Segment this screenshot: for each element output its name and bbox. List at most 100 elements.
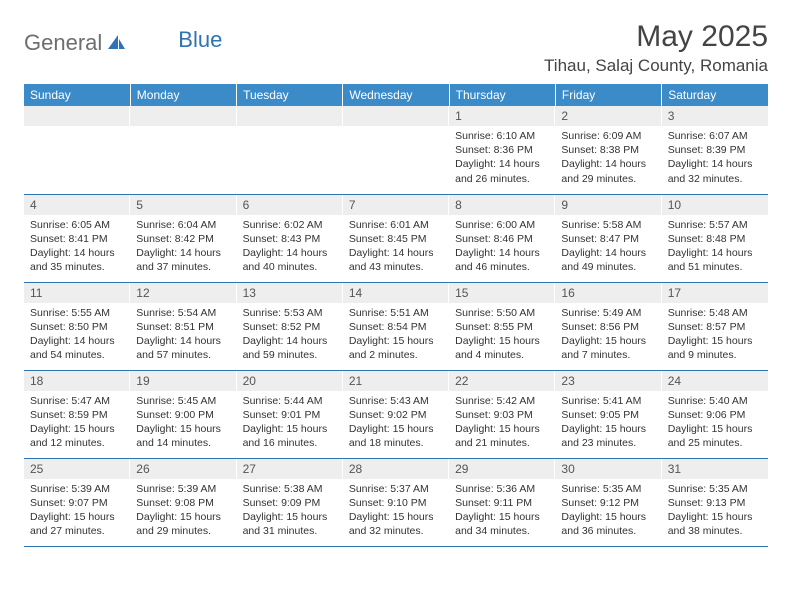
sunset-text: Sunset: 8:57 PM xyxy=(668,320,762,334)
daylight-text: Daylight: 15 hours and 21 minutes. xyxy=(455,422,549,450)
day-details: Sunrise: 6:02 AMSunset: 8:43 PMDaylight:… xyxy=(237,215,343,280)
day-number: 28 xyxy=(343,459,449,479)
sunrise-text: Sunrise: 6:09 AM xyxy=(561,129,655,143)
sunset-text: Sunset: 9:03 PM xyxy=(455,408,549,422)
daylight-text: Daylight: 14 hours and 40 minutes. xyxy=(243,246,337,274)
sunset-text: Sunset: 8:47 PM xyxy=(561,232,655,246)
daylight-text: Daylight: 15 hours and 38 minutes. xyxy=(668,510,762,538)
day-details: Sunrise: 6:07 AMSunset: 8:39 PMDaylight:… xyxy=(662,126,768,191)
day-number: 22 xyxy=(449,371,555,391)
sunrise-text: Sunrise: 5:41 AM xyxy=(561,394,655,408)
sunrise-text: Sunrise: 5:44 AM xyxy=(243,394,337,408)
calendar-day-cell: 7Sunrise: 6:01 AMSunset: 8:45 PMDaylight… xyxy=(343,194,449,282)
daylight-text: Daylight: 14 hours and 57 minutes. xyxy=(136,334,230,362)
day-number: 27 xyxy=(237,459,343,479)
sunset-text: Sunset: 9:09 PM xyxy=(243,496,337,510)
day-details: Sunrise: 5:49 AMSunset: 8:56 PMDaylight:… xyxy=(555,303,661,368)
daylight-text: Daylight: 15 hours and 4 minutes. xyxy=(455,334,549,362)
sunrise-text: Sunrise: 6:04 AM xyxy=(136,218,230,232)
calendar-day-cell: 6Sunrise: 6:02 AMSunset: 8:43 PMDaylight… xyxy=(237,194,343,282)
sunset-text: Sunset: 9:06 PM xyxy=(668,408,762,422)
weekday-header: Wednesday xyxy=(343,84,449,106)
day-number: 30 xyxy=(555,459,661,479)
sunset-text: Sunset: 8:42 PM xyxy=(136,232,230,246)
sunrise-text: Sunrise: 5:39 AM xyxy=(30,482,124,496)
day-details: Sunrise: 6:09 AMSunset: 8:38 PMDaylight:… xyxy=(555,126,661,191)
calendar-day-cell: 12Sunrise: 5:54 AMSunset: 8:51 PMDayligh… xyxy=(130,282,236,370)
sunrise-text: Sunrise: 5:39 AM xyxy=(136,482,230,496)
calendar-day-cell: 25Sunrise: 5:39 AMSunset: 9:07 PMDayligh… xyxy=(24,458,130,546)
sunrise-text: Sunrise: 5:42 AM xyxy=(455,394,549,408)
calendar-day-cell: 4Sunrise: 6:05 AMSunset: 8:41 PMDaylight… xyxy=(24,194,130,282)
daylight-text: Daylight: 14 hours and 37 minutes. xyxy=(136,246,230,274)
calendar-day-cell: 31Sunrise: 5:35 AMSunset: 9:13 PMDayligh… xyxy=(662,458,768,546)
calendar-day-cell: 29Sunrise: 5:36 AMSunset: 9:11 PMDayligh… xyxy=(449,458,555,546)
daylight-text: Daylight: 15 hours and 29 minutes. xyxy=(136,510,230,538)
weekday-header: Monday xyxy=(130,84,236,106)
sunset-text: Sunset: 8:38 PM xyxy=(561,143,655,157)
calendar-day-cell: 14Sunrise: 5:51 AMSunset: 8:54 PMDayligh… xyxy=(343,282,449,370)
header: General Blue May 2025 Tihau, Salaj Count… xyxy=(24,20,768,76)
day-number: 5 xyxy=(130,195,236,215)
calendar-day-cell: 10Sunrise: 5:57 AMSunset: 8:48 PMDayligh… xyxy=(662,194,768,282)
calendar-day-cell: 13Sunrise: 5:53 AMSunset: 8:52 PMDayligh… xyxy=(237,282,343,370)
calendar-day-cell: 19Sunrise: 5:45 AMSunset: 9:00 PMDayligh… xyxy=(130,370,236,458)
day-number: 11 xyxy=(24,283,130,303)
calendar-day-cell: 11Sunrise: 5:55 AMSunset: 8:50 PMDayligh… xyxy=(24,282,130,370)
calendar-day-cell: 3Sunrise: 6:07 AMSunset: 8:39 PMDaylight… xyxy=(662,106,768,194)
sunrise-text: Sunrise: 5:38 AM xyxy=(243,482,337,496)
calendar-day-cell: 2Sunrise: 6:09 AMSunset: 8:38 PMDaylight… xyxy=(555,106,661,194)
day-details: Sunrise: 5:35 AMSunset: 9:13 PMDaylight:… xyxy=(662,479,768,544)
sunset-text: Sunset: 9:13 PM xyxy=(668,496,762,510)
day-details: Sunrise: 5:36 AMSunset: 9:11 PMDaylight:… xyxy=(449,479,555,544)
sunset-text: Sunset: 8:41 PM xyxy=(30,232,124,246)
day-details: Sunrise: 5:40 AMSunset: 9:06 PMDaylight:… xyxy=(662,391,768,456)
daylight-text: Daylight: 14 hours and 51 minutes. xyxy=(668,246,762,274)
calendar-week-row: 18Sunrise: 5:47 AMSunset: 8:59 PMDayligh… xyxy=(24,370,768,458)
day-number: 3 xyxy=(662,106,768,126)
day-number xyxy=(130,106,236,126)
day-number xyxy=(24,106,130,126)
daylight-text: Daylight: 14 hours and 59 minutes. xyxy=(243,334,337,362)
calendar-body: 1Sunrise: 6:10 AMSunset: 8:36 PMDaylight… xyxy=(24,106,768,546)
daylight-text: Daylight: 15 hours and 25 minutes. xyxy=(668,422,762,450)
day-number: 8 xyxy=(449,195,555,215)
sunset-text: Sunset: 8:43 PM xyxy=(243,232,337,246)
weekday-header: Tuesday xyxy=(237,84,343,106)
calendar-day-cell: 30Sunrise: 5:35 AMSunset: 9:12 PMDayligh… xyxy=(555,458,661,546)
day-number: 9 xyxy=(555,195,661,215)
calendar-day-cell: 17Sunrise: 5:48 AMSunset: 8:57 PMDayligh… xyxy=(662,282,768,370)
daylight-text: Daylight: 14 hours and 26 minutes. xyxy=(455,157,549,185)
sunset-text: Sunset: 9:10 PM xyxy=(349,496,443,510)
weekday-header: Thursday xyxy=(449,84,555,106)
calendar-day-cell: 9Sunrise: 5:58 AMSunset: 8:47 PMDaylight… xyxy=(555,194,661,282)
day-number: 21 xyxy=(343,371,449,391)
sunset-text: Sunset: 9:12 PM xyxy=(561,496,655,510)
calendar-day-cell: 20Sunrise: 5:44 AMSunset: 9:01 PMDayligh… xyxy=(237,370,343,458)
calendar-day-cell: 21Sunrise: 5:43 AMSunset: 9:02 PMDayligh… xyxy=(343,370,449,458)
day-details: Sunrise: 6:00 AMSunset: 8:46 PMDaylight:… xyxy=(449,215,555,280)
calendar-day-cell xyxy=(343,106,449,194)
calendar-week-row: 4Sunrise: 6:05 AMSunset: 8:41 PMDaylight… xyxy=(24,194,768,282)
daylight-text: Daylight: 14 hours and 29 minutes. xyxy=(561,157,655,185)
day-details: Sunrise: 5:48 AMSunset: 8:57 PMDaylight:… xyxy=(662,303,768,368)
sunset-text: Sunset: 9:08 PM xyxy=(136,496,230,510)
sunset-text: Sunset: 8:45 PM xyxy=(349,232,443,246)
sunrise-text: Sunrise: 6:02 AM xyxy=(243,218,337,232)
daylight-text: Daylight: 14 hours and 49 minutes. xyxy=(561,246,655,274)
sunrise-text: Sunrise: 5:47 AM xyxy=(30,394,124,408)
sunset-text: Sunset: 8:50 PM xyxy=(30,320,124,334)
title-block: May 2025 Tihau, Salaj County, Romania xyxy=(544,20,768,76)
day-number xyxy=(343,106,449,126)
logo-text-blue: Blue xyxy=(178,27,222,53)
calendar-page: General Blue May 2025 Tihau, Salaj Count… xyxy=(0,0,792,567)
day-details: Sunrise: 5:39 AMSunset: 9:08 PMDaylight:… xyxy=(130,479,236,544)
daylight-text: Daylight: 15 hours and 2 minutes. xyxy=(349,334,443,362)
day-details: Sunrise: 5:58 AMSunset: 8:47 PMDaylight:… xyxy=(555,215,661,280)
calendar-day-cell: 24Sunrise: 5:40 AMSunset: 9:06 PMDayligh… xyxy=(662,370,768,458)
daylight-text: Daylight: 14 hours and 32 minutes. xyxy=(668,157,762,185)
day-details: Sunrise: 5:57 AMSunset: 8:48 PMDaylight:… xyxy=(662,215,768,280)
sunrise-text: Sunrise: 6:01 AM xyxy=(349,218,443,232)
sunrise-text: Sunrise: 5:55 AM xyxy=(30,306,124,320)
day-details: Sunrise: 5:38 AMSunset: 9:09 PMDaylight:… xyxy=(237,479,343,544)
